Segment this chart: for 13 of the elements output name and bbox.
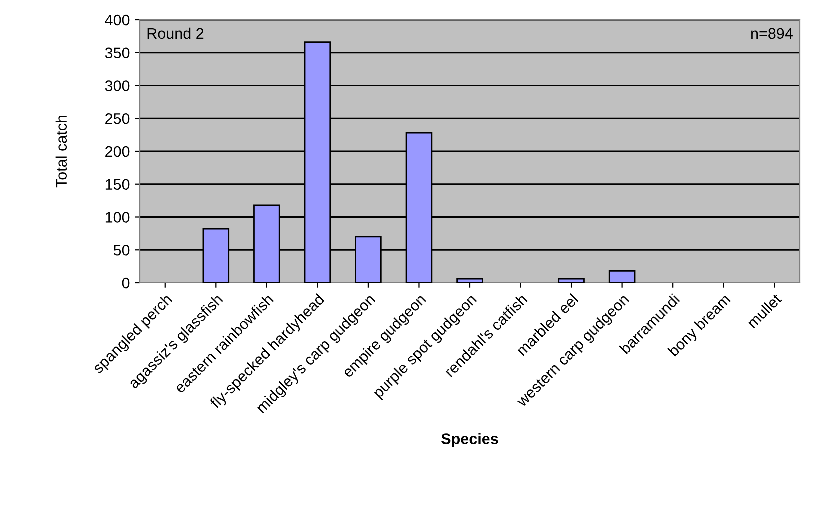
y-tick-label: 250	[106, 113, 130, 124]
annotation: n=894	[752, 28, 793, 40]
y-tick-label: 50	[114, 244, 130, 256]
y-tick-label: 100	[106, 212, 130, 223]
annotation: Round 2	[148, 28, 204, 40]
x-axis-title: Species	[442, 433, 498, 448]
y-tick-label: 300	[105, 80, 130, 92]
y-tick-label: 200	[106, 146, 130, 158]
y-tick-label: 350	[105, 48, 130, 59]
y-tick-label: 0	[122, 278, 130, 289]
y-tick-label: 150	[106, 179, 130, 190]
y-tick-label: 400	[105, 14, 130, 26]
y-axis-title: Total catch	[56, 116, 68, 188]
